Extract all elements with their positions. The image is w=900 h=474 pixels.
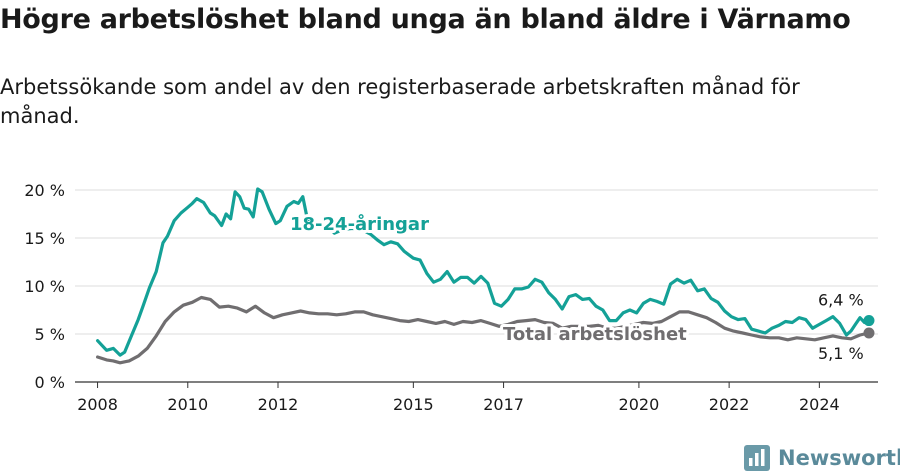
y-tick-label: 10 % (24, 277, 65, 296)
y-tick-label: 20 % (24, 181, 65, 200)
series-label-youth: 18-24-åringar (290, 213, 429, 235)
x-tick-label: 2012 (258, 395, 299, 414)
chart-subtitle: Arbetssökande som andel av den registerb… (0, 75, 800, 128)
end-value-youth: 6,4 % (818, 291, 864, 310)
y-tick-label: 5 % (35, 325, 65, 344)
series-label-youth-halo: 18-24-åringar (290, 213, 429, 235)
bar-chart-logo-icon (744, 445, 770, 471)
series-label-total-halo: Total arbetslöshet (503, 324, 687, 345)
y-tick-label: 15 % (24, 229, 65, 248)
x-tick-label: 2015 (393, 395, 434, 414)
x-axis: 2008 2010 2012 2015 2017 2020 2022 2024 (77, 382, 840, 414)
x-tick-label: 2020 (619, 395, 660, 414)
series-line-total (96, 295, 871, 365)
series-layer (96, 187, 875, 365)
y-axis: 0 % 5 % 10 % 15 % 20 % (24, 181, 65, 392)
x-tick-label: 2010 (167, 395, 208, 414)
end-value-total: 5,1 % (818, 344, 864, 363)
x-tick-label: 2017 (483, 395, 524, 414)
brand-logo: Newsworthy (744, 443, 900, 473)
brand-name: Newsworthy (778, 446, 900, 470)
x-tick-label: 2022 (709, 395, 750, 414)
x-tick-label: 2008 (77, 395, 118, 414)
x-tick-label: 2024 (799, 395, 840, 414)
series-line-youth (96, 187, 871, 357)
gridlines (75, 189, 878, 383)
chart-title: Högre arbetslöshet bland unga än bland ä… (0, 4, 851, 35)
series-end-point (863, 315, 875, 327)
y-tick-label: 0 % (35, 373, 65, 392)
series-end-point (863, 327, 875, 339)
series-label-total: Total arbetslöshet (503, 324, 687, 345)
